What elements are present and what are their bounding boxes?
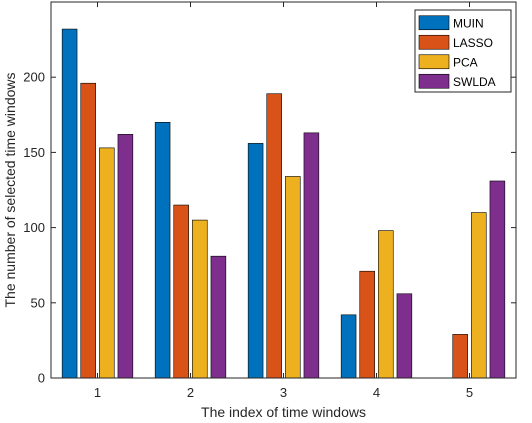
bar-lasso-5 [452, 334, 468, 379]
bar-lasso-3 [266, 93, 282, 379]
bar-pca-5 [471, 212, 487, 379]
bar-swlda-5 [489, 180, 506, 379]
x-tick-label: 2 [187, 385, 194, 400]
bar-pca-1 [99, 147, 115, 379]
legend-swatch-swlda [418, 73, 450, 89]
legend-swatch-muin [418, 15, 450, 31]
bar-swlda-4 [396, 293, 413, 379]
legend-swatch-pca [418, 54, 450, 70]
bar-pca-4 [378, 230, 394, 379]
bar-swlda-2 [210, 255, 227, 379]
y-axis: 0 50 100 150 200 [23, 70, 516, 386]
y-tick-label: 50 [31, 295, 45, 310]
y-tick-label: 200 [23, 70, 45, 85]
y-tick-label: 150 [23, 145, 45, 160]
bar-lasso-2 [173, 204, 189, 379]
x-tick-label: 3 [280, 385, 287, 400]
x-tick-label: 1 [94, 385, 101, 400]
bar-muin-4 [340, 314, 357, 379]
legend: MUIN LASSO PCA SWLDA [414, 9, 512, 93]
bar-pca-3 [285, 176, 301, 379]
x-axis-title: The index of time windows [201, 404, 366, 420]
bar-swlda-3 [303, 132, 320, 379]
bar-lasso-1 [80, 82, 96, 379]
x-tick-label: 4 [373, 385, 380, 400]
bar-muin-3 [247, 143, 264, 379]
legend-label-lasso: LASSO [453, 36, 493, 50]
x-axis: 1 2 3 4 5 [94, 2, 473, 400]
bar-pca-2 [192, 219, 208, 379]
y-tick-label: 100 [23, 220, 45, 235]
bar-muin-1 [61, 28, 78, 379]
legend-swatch-lasso [418, 34, 450, 50]
y-tick-label: 0 [38, 371, 45, 386]
x-tick-label: 5 [466, 385, 473, 400]
legend-label-pca: PCA [453, 55, 478, 69]
bars-group [61, 28, 506, 379]
legend-label-swlda: SWLDA [453, 75, 496, 89]
legend-label-muin: MUIN [453, 16, 484, 30]
bar-lasso-4 [359, 270, 375, 379]
bar-muin-2 [154, 122, 171, 379]
y-axis-title: The number of selected time windows [2, 73, 18, 308]
bar-swlda-1 [117, 134, 134, 379]
